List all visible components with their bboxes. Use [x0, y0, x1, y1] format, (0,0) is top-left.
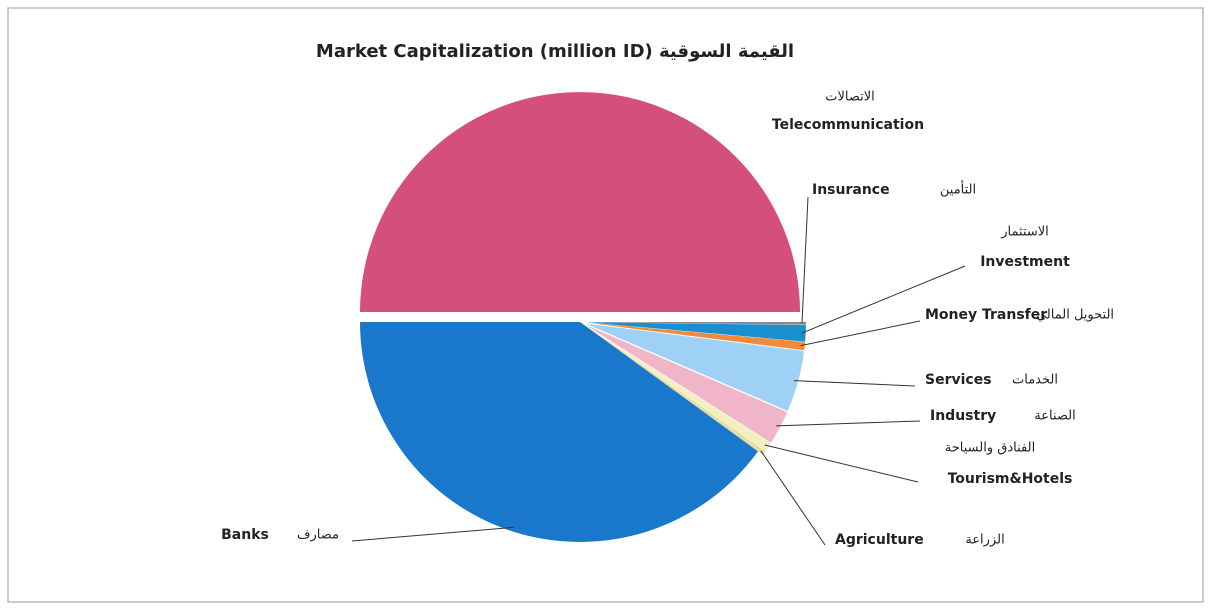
pie-slice: [585, 322, 806, 351]
pie-slice: [584, 325, 766, 455]
pie-slice: [585, 322, 806, 325]
slice-label: Services: [925, 372, 992, 388]
leader-line: [776, 420, 921, 427]
pie-slice: [584, 325, 771, 452]
slice-label-ar: الفنادق والسياحة: [945, 441, 1035, 456]
slice-label: Investment: [980, 254, 1070, 270]
slice-label-ar: الاتصالات: [825, 90, 875, 105]
slice-label-ar: مصارف: [297, 528, 339, 543]
leader-line: [764, 444, 919, 483]
slice-label: Tourism&Hotels: [948, 471, 1073, 487]
pie-slice: [360, 92, 800, 312]
slice-label: Insurance: [812, 182, 890, 198]
pie-slice: [360, 322, 758, 542]
frame: [7, 7, 1204, 603]
slice-label-ar: الخدمات: [1012, 373, 1058, 388]
chart-title: Market Capitalization (million ID) القيم…: [316, 41, 794, 62]
leader-line: [801, 196, 809, 324]
slice-label: Banks: [221, 527, 269, 543]
leader-line: [801, 265, 966, 334]
slice-label: Agriculture: [835, 532, 924, 548]
slice-label-ar: الزراعة: [965, 533, 1004, 548]
slice-label-ar: التأمين: [940, 180, 976, 198]
leader-line: [351, 526, 514, 542]
pie-slice: [585, 322, 806, 342]
slice-label-ar: الاستثمار: [1000, 225, 1049, 240]
slice-label: Money Transfer: [925, 307, 1047, 323]
slice-label-ar: التحويل المالي: [1036, 308, 1114, 323]
slice-label-ar: الصناعة: [1034, 409, 1075, 424]
slice-label: Telecommunication: [772, 117, 924, 133]
leader-line: [800, 320, 921, 347]
leader-line: [760, 450, 826, 546]
pie-slice: [585, 324, 788, 443]
slice-label: Industry: [930, 408, 996, 424]
pie-slice: [585, 323, 805, 411]
leader-line: [794, 380, 916, 387]
